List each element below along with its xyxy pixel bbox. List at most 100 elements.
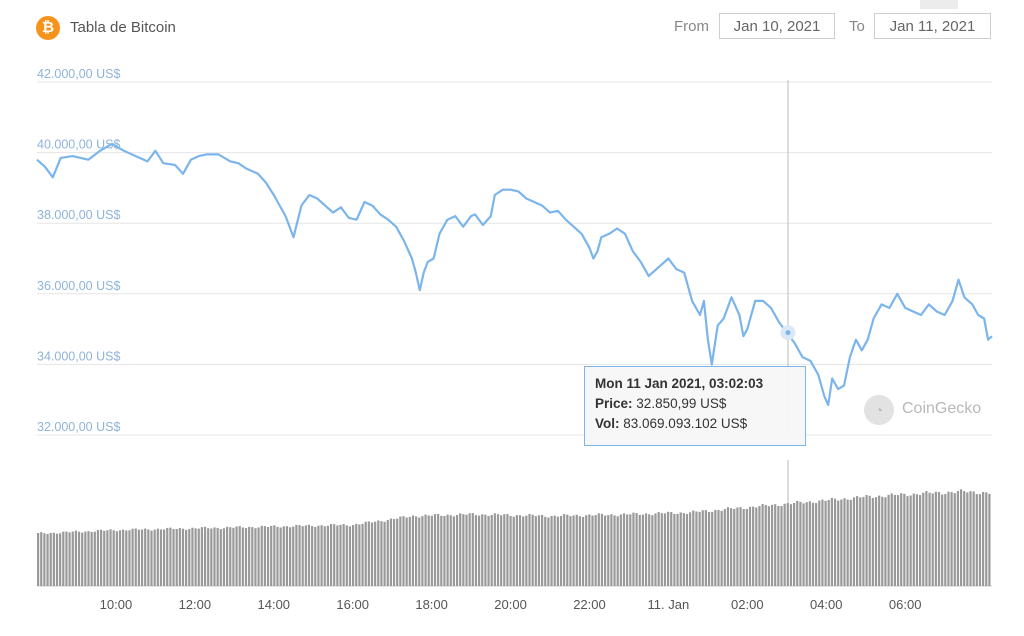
volume-bar [443,515,446,586]
volume-bar [777,505,780,586]
volume-bar [922,492,925,586]
volume-bar [257,527,260,586]
volume-bar [336,525,339,586]
volume-bar [185,529,188,586]
volume-bar [128,530,131,586]
y-tick-label: 38.000,00 US$ [37,208,120,222]
volume-bar [289,527,292,586]
volume-bar [522,516,525,586]
volume-bar [68,532,71,586]
volume-bar [830,497,833,586]
volume-bar [370,522,374,586]
volume-bar [279,527,282,586]
volume-bar [802,503,805,586]
to-date-input[interactable]: Jan 11, 2021 [874,13,991,39]
volume-bar [893,494,896,586]
volume-bar [616,516,619,586]
bitcoin-icon: ₿ [36,16,60,40]
volume-bar [874,497,878,586]
volume-bar [950,492,953,586]
volume-bar [581,516,585,586]
volume-bar [358,524,361,586]
price-line [36,142,993,407]
volume-bar [588,514,591,586]
volume-bar [383,521,386,586]
x-tick-label: 12:00 [179,597,212,612]
from-date-input[interactable]: Jan 10, 2021 [719,13,835,39]
tooltip-time: Mon 11 Jan 2021, 03:02:03 [595,376,764,391]
watermark-text: CoinGecko [902,400,982,417]
volume-bar [266,526,270,586]
volume-bar [541,514,544,586]
chart-title: Tabla de Bitcoin [70,19,176,36]
volume-bar [534,516,537,586]
volume-bar [484,514,487,586]
volume-bar [509,515,512,586]
volume-bar [197,528,200,586]
volume-bar [238,526,241,586]
volume-bar [389,518,392,586]
volume-bar [796,500,799,586]
volume-bar [651,515,654,586]
volume-bar [783,503,786,586]
volume-bar [846,499,849,586]
toolbar-tab[interactable] [920,0,958,9]
volume-bar [578,516,581,586]
volume-bar [342,524,345,586]
volume-bar [478,515,481,586]
volume-bar [345,525,348,586]
volume-bar [84,531,87,586]
tooltip-price: Price: 32.850,99 US$ [595,394,795,414]
volume-bar [156,528,159,586]
volume-bar [468,513,471,586]
volume-bar [118,530,122,586]
volume-bar [348,526,352,586]
volume-bar [93,531,96,586]
price-tooltip: Mon 11 Jan 2021, 03:02:03 Price: 32.850,… [584,366,806,446]
volume-bar [528,513,531,586]
volume-bar [818,500,821,586]
volume-bar [537,515,541,586]
volume-bar [824,500,827,586]
from-label: From [674,18,709,35]
volume-bar [276,526,279,586]
volume-bar [811,502,815,586]
volume-bar [723,509,726,586]
volume-bar [496,514,500,586]
volume-bar [868,495,871,586]
volume-bar [550,516,553,586]
volume-bar [717,510,720,586]
volume-bar [103,530,106,586]
volume-bar [244,528,248,586]
volume-bar [314,526,317,586]
volume-bar [506,513,509,586]
volume-bar [963,491,966,586]
volume-bar [471,513,474,586]
volume-bar [881,496,884,586]
volume-bar [808,501,811,586]
volume-bar [843,498,846,586]
x-tick-label: 18:00 [415,597,448,612]
volume-bar [947,491,950,586]
volume-bar [670,512,673,586]
volume-bar [263,526,266,586]
volume-bar [856,496,859,586]
volume-bar [298,525,301,586]
volume-bar [361,523,364,586]
volume-bar [181,528,185,586]
to-label: To [849,18,865,35]
x-tick-label: 11. Jan [648,597,690,612]
volume-bar [679,512,682,586]
volume-bar [591,515,594,586]
volume-bar [178,528,181,586]
volume-bar [449,515,452,586]
volume-bar [219,529,222,586]
volume-bar [307,524,311,586]
volume-bar [597,513,600,586]
volume-bar [254,528,257,586]
volume-bar [770,504,774,586]
volume-bar [339,524,342,586]
volume-bar [169,527,172,586]
volume-bar [937,492,941,586]
